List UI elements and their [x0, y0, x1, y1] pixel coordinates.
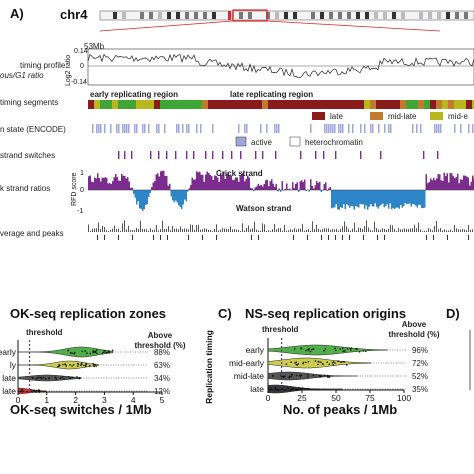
track-label-coverage: verage and peaks — [0, 229, 64, 238]
panel-b: OK-seq replication zones threshold Above… — [0, 306, 186, 417]
chart-b-xtick: 4 — [131, 395, 136, 405]
legend-label-late: late — [330, 112, 343, 121]
legend-swatch-mid-early — [430, 112, 443, 120]
panel-c: C) NS-seq replication origins threshold … — [204, 306, 440, 417]
legend-label-mid-early: mid-e — [448, 112, 469, 121]
scale-label: 53Mb — [84, 42, 105, 51]
timing-tick-zero: 0 — [80, 63, 84, 70]
chart-c-threshold-label: threshold — [262, 325, 299, 334]
chart-b-violin-late — [17, 387, 48, 395]
chart-b-violin-early — [18, 346, 114, 358]
chart-b-xtick: 3 — [102, 395, 107, 405]
chart-c-value-label-mid-late: 52% — [412, 372, 428, 381]
chart-b-xtick: 2 — [73, 395, 78, 405]
early-region-label: early replicating region — [90, 90, 178, 99]
chart-c-category-mid-early: mid-early — [229, 358, 265, 368]
track-label-strand-ratios: k strand ratios — [0, 184, 50, 193]
timing-ylabel: Log2 ratio — [65, 55, 72, 86]
track-label-switches: strand switches — [0, 151, 55, 160]
track-label-timing: timing profile — [20, 61, 66, 70]
chart-c-value-label-early: 96% — [412, 346, 428, 355]
crick-strand-label: Crick strand — [216, 169, 263, 178]
rfd-ylabel: RFD score — [71, 172, 78, 206]
chart-b-xtick: 1 — [44, 395, 49, 405]
timing-segments-bar — [88, 100, 474, 109]
legend-label-active: active — [251, 138, 272, 147]
chart-c-title: NS-seq replication origins — [245, 306, 406, 321]
legend-swatch-active — [235, 136, 247, 147]
chart-c-value-label-mid-early: 72% — [412, 359, 428, 368]
chart-c-xtick: 25 — [297, 393, 307, 403]
chart-b-category-mid-early: ly — [10, 360, 17, 370]
chromosome-label: chr4 — [60, 7, 88, 22]
panel-a: A) chr4 53Mb timing profile ous/G1 ratio… — [0, 6, 474, 240]
rfd-tick-bottom: -1 — [77, 208, 83, 215]
chart-c-xtick: 75 — [365, 393, 375, 403]
chart-c-ylabel: Replication timing — [204, 330, 214, 404]
watson-strand-label: Watson strand — [236, 204, 291, 213]
timing-tick-bottom: -0.14 — [71, 79, 87, 86]
chart-c-category-mid-late: mid-late — [234, 371, 265, 381]
coverage-peaks-track — [88, 220, 473, 240]
chart-b-category-late: late — [2, 386, 16, 396]
chart-c-xlabel: No. of peaks / 1Mb — [283, 402, 397, 417]
timing-profile-track: Log2 ratio 0.14 0 -0.14 — [65, 48, 474, 86]
chart-c-xtick: 0 — [266, 393, 271, 403]
panel-d-letter: D) — [446, 306, 460, 321]
chart-b-threshold-label: threshold — [26, 328, 63, 337]
chart-c-xtick: 100 — [397, 393, 411, 403]
chart-b-header-above: Above — [148, 331, 173, 340]
chart-c-violin-mid-late — [267, 371, 358, 381]
chart-c-category-late: late — [250, 384, 264, 394]
chart-c-header-threshold: threshold (%) — [388, 330, 439, 339]
strand-switches-track — [118, 151, 439, 159]
chart-b-xtick: 0 — [16, 395, 21, 405]
chart-b-value-label-mid-early: 63% — [154, 361, 170, 370]
rfd-tick-top: 1 — [80, 170, 84, 177]
chromatin-state-bar — [92, 124, 474, 133]
segment-legend: late mid-late mid-e — [312, 112, 469, 121]
legend-swatch-late — [312, 112, 325, 120]
track-label-ratio: ous/G1 ratio — [0, 71, 44, 80]
chart-b-value-label-late: 12% — [154, 387, 170, 396]
legend-swatch-mid-late — [370, 112, 383, 120]
panel-a-letter: A) — [10, 6, 24, 21]
chromatin-legend: active heterochromatin — [235, 136, 363, 147]
legend-swatch-heterochromatin — [289, 136, 301, 147]
late-region-label: late replicating region — [230, 90, 313, 99]
panel-d: D) — [446, 306, 471, 390]
panel-c-letter: C) — [218, 306, 232, 321]
chart-b-category-early: early — [0, 347, 17, 357]
chart-c-violin-early — [267, 344, 388, 356]
timing-tick-top: 0.14 — [74, 48, 88, 55]
track-label-chromatin: n state (ENCODE) — [0, 125, 66, 134]
chart-b-xlabel: OK-seq switches / 1Mb — [10, 402, 152, 417]
chart-c-violin-mid-early — [267, 357, 372, 369]
chromosome-ideogram — [99, 9, 474, 32]
chart-b-value-label-mid-late: 34% — [154, 374, 170, 383]
chart-b-header-threshold: threshold (%) — [134, 341, 185, 350]
legend-label-heterochromatin: heterochromatin — [305, 138, 363, 147]
rfd-tick-zero: 0 — [80, 187, 84, 194]
chart-c-value-label-late: 35% — [412, 385, 428, 394]
legend-label-mid-late: mid-late — [388, 112, 417, 121]
timing-profile-line — [87, 53, 474, 79]
chart-b-category-mid-late: late — [2, 373, 16, 383]
chart-b-value-label-early: 88% — [154, 348, 170, 357]
chart-c-header-above: Above — [402, 320, 427, 329]
rfd-track: RFD score 1 0 -1 Crick strand Watson str… — [71, 169, 474, 215]
ideogram-zoom-box — [232, 9, 268, 22]
chart-c-category-early: early — [246, 345, 265, 355]
chart-b-title: OK-seq replication zones — [10, 306, 166, 321]
track-label-segments: timing segments — [0, 98, 58, 107]
chart-c-xtick: 50 — [331, 393, 341, 403]
chart-b-violin-mid-early — [18, 360, 99, 370]
chart-b-xtick: 5 — [160, 395, 165, 405]
